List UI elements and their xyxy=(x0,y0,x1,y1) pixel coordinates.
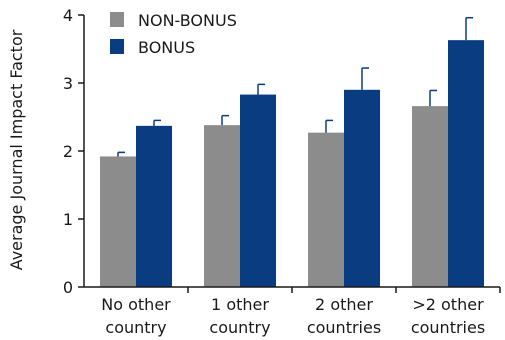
y-tick-label: 2 xyxy=(63,142,73,161)
legend-label: BONUS xyxy=(138,38,195,57)
bar-bonus-1 xyxy=(240,94,276,287)
bar-bonus-2 xyxy=(344,89,380,287)
bar-non-bonus-3 xyxy=(412,106,448,288)
y-axis-title: Average Journal Impact Factor xyxy=(7,29,26,270)
y-tick-label: 0 xyxy=(63,278,73,297)
y-tick-label: 3 xyxy=(63,74,73,93)
legend-swatch-non-bonus xyxy=(110,12,124,27)
x-tick-label: 1 other country xyxy=(209,295,270,337)
bar-bonus-3 xyxy=(448,40,484,287)
x-ticks: No other country 1 other country 2 other coun… xyxy=(101,287,501,337)
legend: NON-BONUS BONUS xyxy=(110,11,237,57)
legend-label: NON-BONUS xyxy=(138,11,237,30)
bar-non-bonus-0 xyxy=(100,156,136,287)
error-bars-layer xyxy=(117,16,473,157)
bar-non-bonus-1 xyxy=(204,125,240,287)
y-tick-label: 1 xyxy=(63,210,73,229)
legend-swatch-bonus xyxy=(110,39,124,54)
y-tick-label: 4 xyxy=(63,6,73,25)
x-tick-label: 2 other countries xyxy=(307,295,381,337)
bar-non-bonus-2 xyxy=(308,132,344,287)
x-tick-label: >2 other countries xyxy=(411,295,485,337)
x-tick-label: No other country xyxy=(101,295,171,337)
bar-bonus-0 xyxy=(136,125,172,287)
bars-layer xyxy=(100,40,484,288)
y-ticks: 0 1 2 3 4 xyxy=(63,6,84,297)
